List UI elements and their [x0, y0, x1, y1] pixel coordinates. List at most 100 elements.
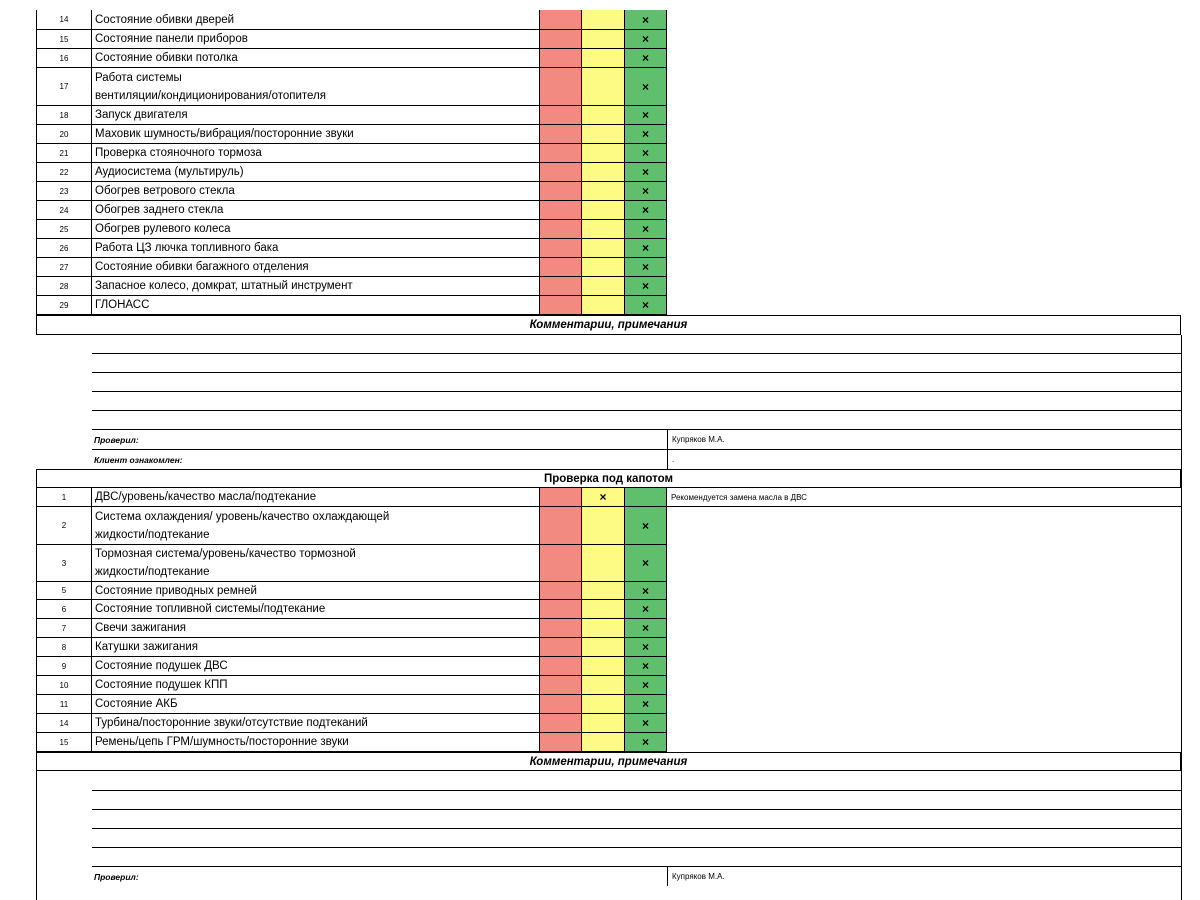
- status-green-cell[interactable]: ×: [625, 10, 667, 30]
- status-green-cell[interactable]: ×: [625, 201, 667, 220]
- status-green-cell[interactable]: ×: [625, 30, 667, 49]
- status-red-cell[interactable]: [540, 676, 582, 695]
- status-yellow-cell[interactable]: [582, 638, 625, 657]
- status-red-cell[interactable]: [540, 545, 582, 582]
- status-green-cell[interactable]: ×: [625, 657, 667, 676]
- client-acknowledged-label: Клиент ознакомлен:: [94, 454, 183, 465]
- status-red-cell[interactable]: [540, 714, 582, 733]
- status-yellow-cell[interactable]: [582, 582, 625, 600]
- comment-line[interactable]: [92, 809, 1181, 810]
- row-number: 3: [36, 545, 92, 582]
- status-green-cell[interactable]: ×: [625, 733, 667, 752]
- comment-line[interactable]: [92, 828, 1181, 829]
- row-item-name: Обогрев рулевого колеса: [92, 220, 540, 239]
- status-red-cell[interactable]: [540, 619, 582, 638]
- status-yellow-cell[interactable]: [582, 714, 625, 733]
- status-yellow-cell[interactable]: [582, 733, 625, 752]
- status-green-cell[interactable]: ×: [625, 277, 667, 296]
- status-red-cell[interactable]: [540, 220, 582, 239]
- status-green-cell[interactable]: ×: [625, 545, 667, 582]
- status-red-cell[interactable]: [540, 600, 582, 619]
- status-red-cell[interactable]: [540, 201, 582, 220]
- status-yellow-cell[interactable]: [582, 106, 625, 125]
- status-green-cell[interactable]: ×: [625, 125, 667, 144]
- status-yellow-cell[interactable]: [582, 10, 625, 30]
- status-green-cell[interactable]: ×: [625, 144, 667, 163]
- status-red-cell[interactable]: [540, 49, 582, 68]
- comment-line[interactable]: [92, 391, 1181, 392]
- status-red-cell[interactable]: [540, 163, 582, 182]
- comment-line[interactable]: [92, 790, 1181, 791]
- status-red-cell[interactable]: [540, 582, 582, 600]
- status-red-cell[interactable]: [540, 125, 582, 144]
- status-yellow-cell[interactable]: [582, 239, 625, 258]
- status-yellow-cell[interactable]: [582, 163, 625, 182]
- table-row: 14 Турбина/посторонние звуки/отсутствие п…: [0, 714, 1200, 733]
- status-red-cell[interactable]: [540, 106, 582, 125]
- status-green-cell[interactable]: ×: [625, 258, 667, 277]
- status-yellow-cell[interactable]: [582, 657, 625, 676]
- status-red-cell[interactable]: [540, 296, 582, 315]
- status-green-cell[interactable]: ×: [625, 695, 667, 714]
- status-green-cell[interactable]: ×: [625, 619, 667, 638]
- comment-line[interactable]: [92, 410, 1181, 411]
- status-red-cell[interactable]: [540, 10, 582, 30]
- status-green-cell[interactable]: [625, 488, 667, 507]
- table-row: 17 Работа системы вентиляции/кондициониро…: [0, 68, 1200, 106]
- row-number: 23: [36, 182, 92, 201]
- status-green-cell[interactable]: ×: [625, 582, 667, 600]
- comment-line[interactable]: [92, 847, 1181, 848]
- table-row: 27 Состояние обивки багажного отделения ×: [0, 258, 1200, 277]
- status-yellow-cell[interactable]: [582, 68, 625, 106]
- status-green-cell[interactable]: ×: [625, 68, 667, 106]
- status-green-cell[interactable]: ×: [625, 163, 667, 182]
- status-red-cell[interactable]: [540, 277, 582, 296]
- status-green-cell[interactable]: ×: [625, 507, 667, 545]
- status-red-cell[interactable]: [540, 638, 582, 657]
- row-item-name: Запасное колесо, домкрат, штатный инстру…: [92, 277, 540, 296]
- status-green-cell[interactable]: ×: [625, 638, 667, 657]
- status-green-cell[interactable]: ×: [625, 600, 667, 619]
- status-yellow-cell[interactable]: ×: [582, 488, 625, 507]
- status-red-cell[interactable]: [540, 695, 582, 714]
- status-red-cell[interactable]: [540, 258, 582, 277]
- status-yellow-cell[interactable]: [582, 144, 625, 163]
- status-green-cell[interactable]: ×: [625, 49, 667, 68]
- status-yellow-cell[interactable]: [582, 258, 625, 277]
- status-yellow-cell[interactable]: [582, 507, 625, 545]
- status-yellow-cell[interactable]: [582, 182, 625, 201]
- status-yellow-cell[interactable]: [582, 30, 625, 49]
- status-red-cell[interactable]: [540, 733, 582, 752]
- status-green-cell[interactable]: ×: [625, 714, 667, 733]
- status-yellow-cell[interactable]: [582, 695, 625, 714]
- table-row: 14 Состояние обивки дверей ×: [0, 10, 1200, 30]
- status-red-cell[interactable]: [540, 239, 582, 258]
- status-green-cell[interactable]: ×: [625, 220, 667, 239]
- status-yellow-cell[interactable]: [582, 125, 625, 144]
- status-yellow-cell[interactable]: [582, 545, 625, 582]
- status-red-cell[interactable]: [540, 182, 582, 201]
- status-green-cell[interactable]: ×: [625, 182, 667, 201]
- status-yellow-cell[interactable]: [582, 201, 625, 220]
- status-yellow-cell[interactable]: [582, 49, 625, 68]
- row-number: 7: [36, 619, 92, 638]
- status-red-cell[interactable]: [540, 30, 582, 49]
- status-red-cell[interactable]: [540, 68, 582, 106]
- status-green-cell[interactable]: ×: [625, 296, 667, 315]
- status-yellow-cell[interactable]: [582, 296, 625, 315]
- status-red-cell[interactable]: [540, 657, 582, 676]
- status-green-cell[interactable]: ×: [625, 106, 667, 125]
- status-yellow-cell[interactable]: [582, 600, 625, 619]
- comment-line[interactable]: [92, 353, 1181, 354]
- status-green-cell[interactable]: ×: [625, 676, 667, 695]
- status-yellow-cell[interactable]: [582, 619, 625, 638]
- status-red-cell[interactable]: [540, 488, 582, 507]
- status-yellow-cell[interactable]: [582, 676, 625, 695]
- status-red-cell[interactable]: [540, 507, 582, 545]
- row-number: 16: [36, 49, 92, 68]
- status-yellow-cell[interactable]: [582, 277, 625, 296]
- status-yellow-cell[interactable]: [582, 220, 625, 239]
- status-red-cell[interactable]: [540, 144, 582, 163]
- status-green-cell[interactable]: ×: [625, 239, 667, 258]
- comment-line[interactable]: [92, 372, 1181, 373]
